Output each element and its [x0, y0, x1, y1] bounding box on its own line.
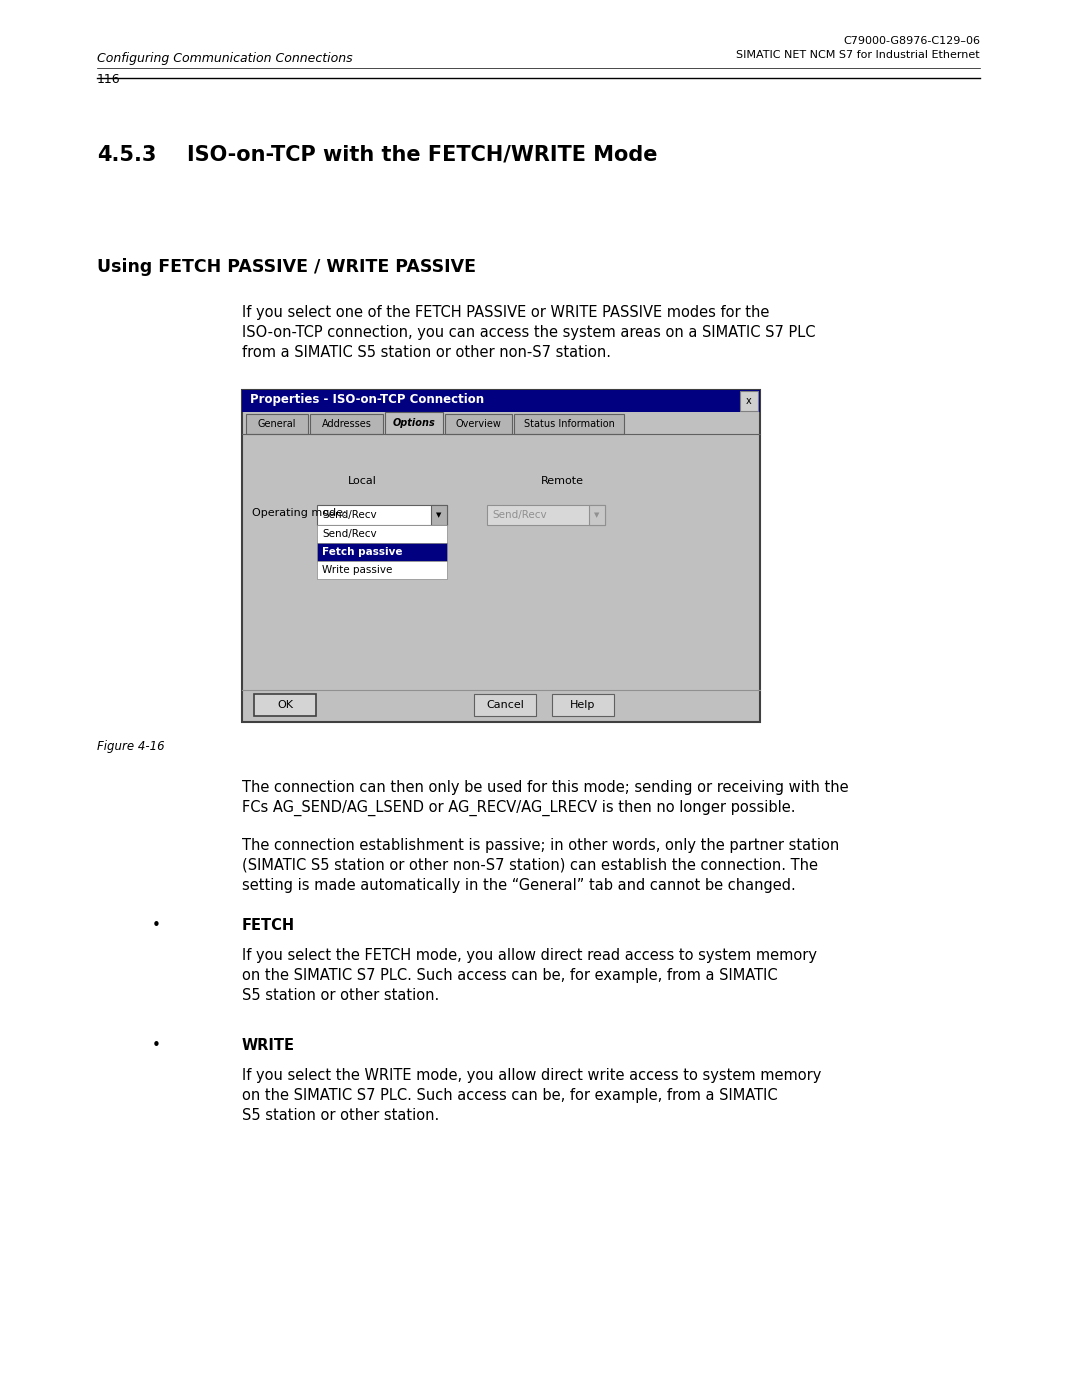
- Text: ▼: ▼: [436, 511, 442, 518]
- Text: Send/Recv: Send/Recv: [322, 529, 377, 539]
- Text: General: General: [258, 419, 296, 429]
- Text: Addresses: Addresses: [322, 419, 372, 429]
- Text: Operating mode:: Operating mode:: [252, 509, 347, 518]
- Text: FETCH: FETCH: [242, 918, 295, 933]
- Bar: [384, 412, 443, 434]
- Text: Configuring Communication Connections: Configuring Communication Connections: [97, 52, 353, 66]
- Text: Write passive: Write passive: [322, 564, 392, 576]
- Text: OK: OK: [276, 700, 293, 710]
- Bar: [474, 694, 536, 717]
- Text: (SIMATIC S5 station or other non-S7 station) can establish the connection. The: (SIMATIC S5 station or other non-S7 stat…: [242, 858, 818, 873]
- Bar: [246, 414, 308, 434]
- Text: Figure 4-16: Figure 4-16: [97, 740, 164, 753]
- Bar: [318, 562, 447, 578]
- Bar: [445, 414, 512, 434]
- Text: Cancel: Cancel: [486, 700, 524, 710]
- Text: WRITE: WRITE: [242, 1038, 295, 1053]
- Text: C79000-G8976-C129–06: C79000-G8976-C129–06: [843, 36, 980, 46]
- Text: Overview: Overview: [456, 419, 501, 429]
- Text: setting is made automatically in the “General” tab and cannot be changed.: setting is made automatically in the “Ge…: [242, 877, 796, 893]
- Bar: [740, 391, 758, 411]
- Text: 4.5.3: 4.5.3: [97, 145, 157, 165]
- Bar: [589, 504, 605, 525]
- Bar: [318, 543, 447, 562]
- Text: Properties - ISO-on-TCP Connection: Properties - ISO-on-TCP Connection: [249, 393, 484, 405]
- Text: If you select the FETCH mode, you allow direct read access to system memory: If you select the FETCH mode, you allow …: [242, 949, 816, 963]
- Text: Remote: Remote: [540, 476, 583, 486]
- Bar: [431, 504, 447, 525]
- Bar: [242, 390, 760, 412]
- Text: Local: Local: [348, 476, 377, 486]
- Text: The connection establishment is passive; in other words, only the partner statio: The connection establishment is passive;…: [242, 838, 839, 854]
- Bar: [487, 504, 605, 525]
- Text: Send/Recv: Send/Recv: [492, 510, 546, 520]
- Bar: [514, 414, 624, 434]
- Text: If you select one of the FETCH PASSIVE or WRITE PASSIVE modes for the: If you select one of the FETCH PASSIVE o…: [242, 305, 769, 320]
- Bar: [318, 525, 447, 543]
- Text: Using FETCH PASSIVE / WRITE PASSIVE: Using FETCH PASSIVE / WRITE PASSIVE: [97, 258, 476, 277]
- Text: If you select the WRITE mode, you allow direct write access to system memory: If you select the WRITE mode, you allow …: [242, 1067, 822, 1083]
- Text: 116: 116: [97, 73, 121, 87]
- Text: Help: Help: [570, 700, 596, 710]
- Text: Fetch passive: Fetch passive: [322, 548, 403, 557]
- Text: S5 station or other station.: S5 station or other station.: [242, 988, 440, 1003]
- Text: Options: Options: [393, 418, 435, 427]
- Text: S5 station or other station.: S5 station or other station.: [242, 1108, 440, 1123]
- Text: ISO-on-TCP connection, you can access the system areas on a SIMATIC S7 PLC: ISO-on-TCP connection, you can access th…: [242, 326, 815, 339]
- Bar: [552, 694, 615, 717]
- Text: ISO-on-TCP with the FETCH/WRITE Mode: ISO-on-TCP with the FETCH/WRITE Mode: [187, 145, 658, 165]
- Text: on the SIMATIC S7 PLC. Such access can be, for example, from a SIMATIC: on the SIMATIC S7 PLC. Such access can b…: [242, 1088, 778, 1104]
- Text: •: •: [152, 918, 161, 933]
- Text: •: •: [152, 1038, 161, 1053]
- Bar: [254, 694, 316, 717]
- Text: ▼: ▼: [594, 511, 599, 518]
- Bar: [318, 504, 447, 525]
- Text: x: x: [746, 395, 752, 407]
- Text: FCs AG_SEND/AG_LSEND or AG_RECV/AG_LRECV is then no longer possible.: FCs AG_SEND/AG_LSEND or AG_RECV/AG_LRECV…: [242, 800, 796, 816]
- Text: from a SIMATIC S5 station or other non-S7 station.: from a SIMATIC S5 station or other non-S…: [242, 345, 611, 360]
- Text: Status Information: Status Information: [524, 419, 615, 429]
- Bar: [310, 414, 383, 434]
- Text: The connection can then only be used for this mode; sending or receiving with th: The connection can then only be used for…: [242, 780, 849, 795]
- Bar: [242, 390, 760, 722]
- Text: SIMATIC NET NCM S7 for Industrial Ethernet: SIMATIC NET NCM S7 for Industrial Ethern…: [737, 50, 980, 60]
- Text: on the SIMATIC S7 PLC. Such access can be, for example, from a SIMATIC: on the SIMATIC S7 PLC. Such access can b…: [242, 968, 778, 983]
- Text: Send/Recv: Send/Recv: [322, 510, 377, 520]
